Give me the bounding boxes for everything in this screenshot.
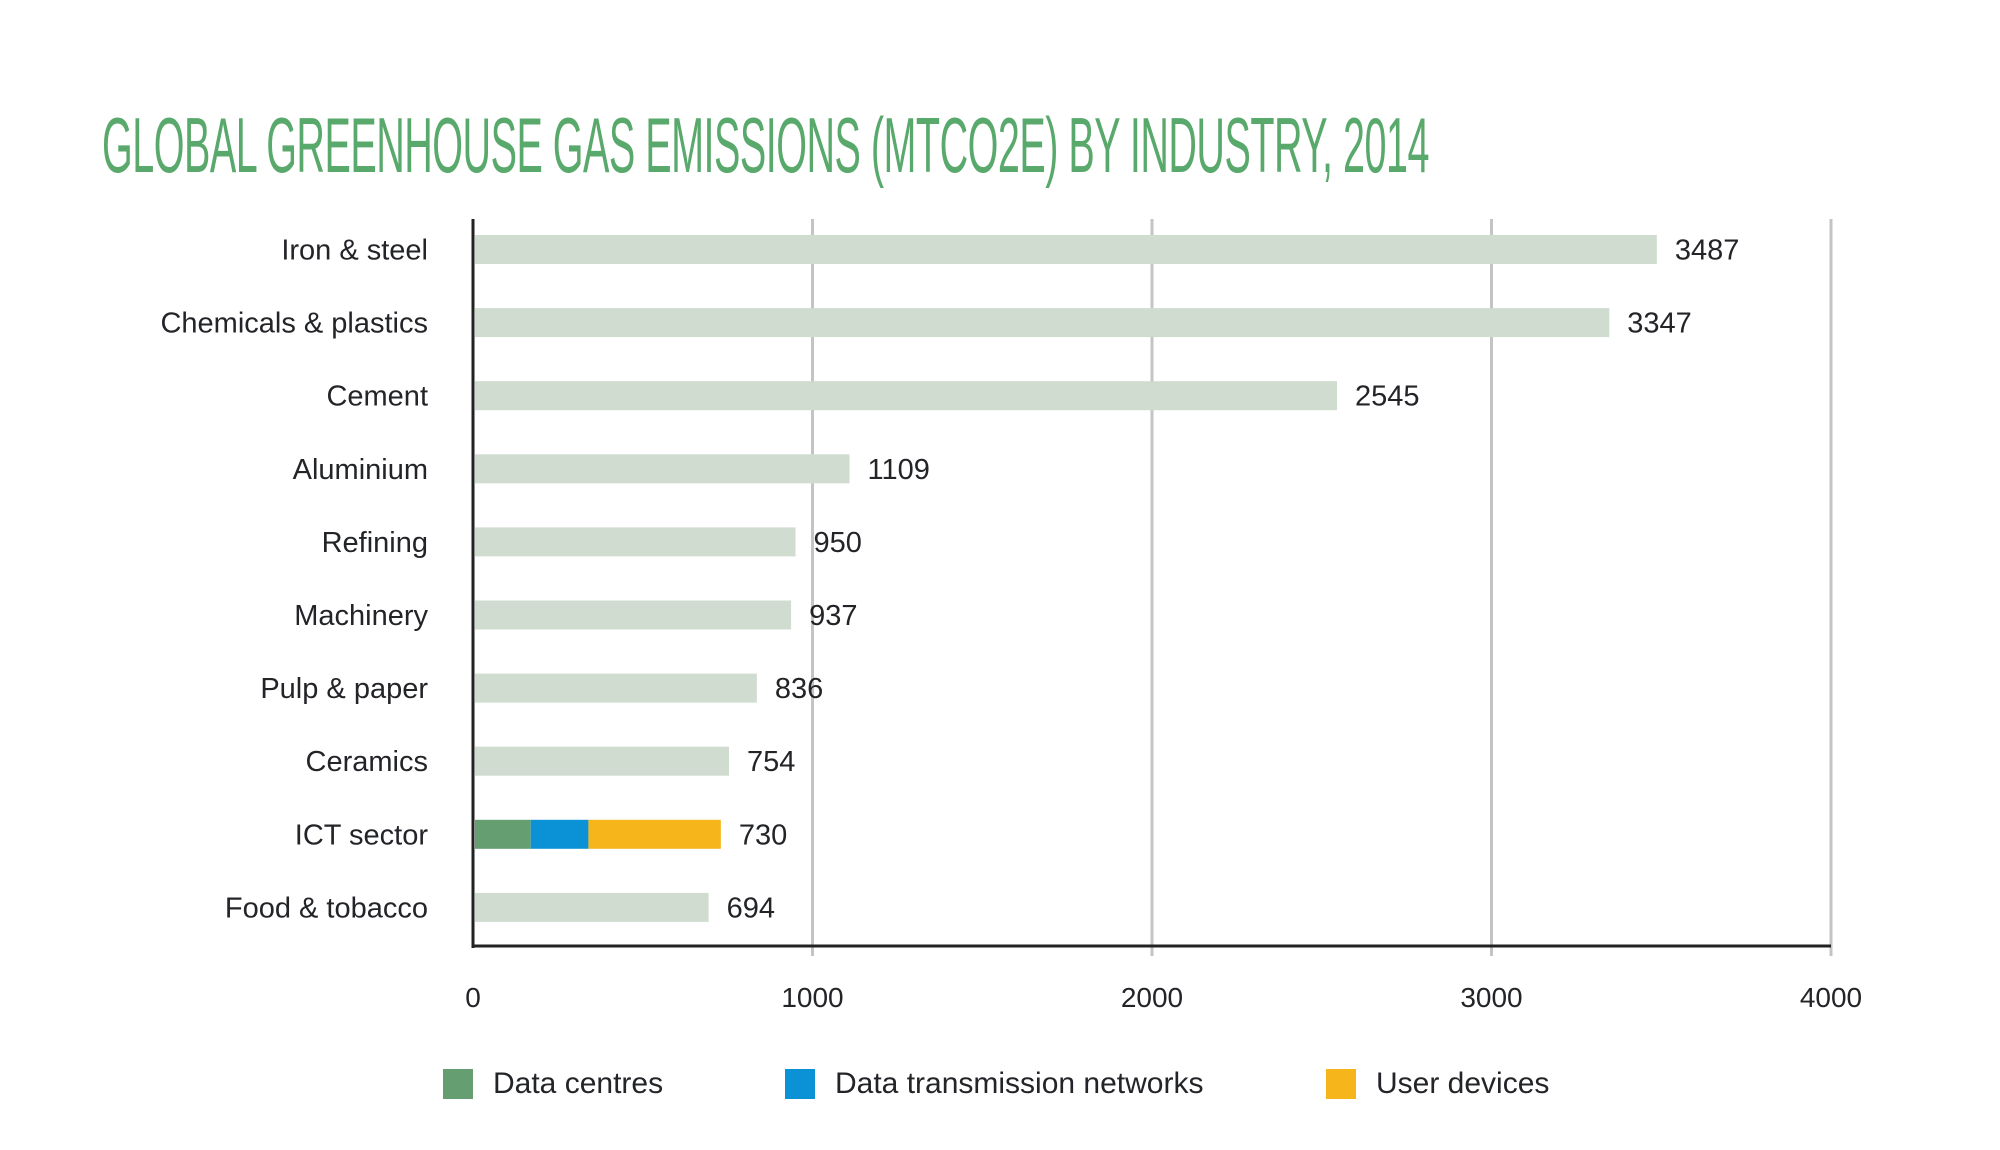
bar-segment-data-centres [475, 819, 531, 849]
gridlines [811, 219, 1833, 956]
bar-food-tobacco [475, 892, 709, 922]
legend-item-data-transmission-networks: Data transmission networks [785, 1067, 1204, 1100]
category-label: Aluminium [293, 454, 428, 486]
value-label: 730 [739, 819, 787, 851]
value-label: 694 [727, 892, 775, 924]
category-label: Cement [326, 381, 428, 413]
category-label: Food & tobacco [225, 892, 428, 924]
x-tick-label: 2000 [1121, 982, 1183, 1013]
value-label: 2545 [1355, 381, 1420, 413]
x-tick-labels: 0 1000 2000 3000 4000 [465, 982, 1862, 1013]
legend-swatch-user-devices [1326, 1069, 1356, 1099]
x-tick-label: 3000 [1460, 982, 1522, 1013]
bars [475, 235, 1657, 922]
bar-iron-steel [475, 235, 1657, 264]
chart-title: GLOBAL GREENHOUSE GAS EMISSIONS (MTCO2E)… [102, 101, 1429, 189]
legend-label-data-transmission-networks: Data transmission networks [835, 1067, 1204, 1100]
legend-label-user-devices: User devices [1376, 1067, 1550, 1100]
category-label: Pulp & paper [260, 673, 428, 705]
category-label: Iron & steel [281, 235, 428, 267]
legend-item-data-centres: Data centres [443, 1067, 664, 1100]
category-label: ICT sector [295, 819, 429, 851]
bar-aluminium [475, 454, 850, 484]
x-tick-label: 4000 [1800, 982, 1862, 1013]
bar-chemicals-plastics [475, 308, 1610, 338]
bar-segment-user-devices [588, 819, 721, 849]
x-tick-label: 0 [465, 982, 481, 1013]
x-tick-label: 1000 [781, 982, 843, 1013]
value-label: 1109 [868, 454, 930, 486]
value-label: 836 [775, 673, 823, 705]
category-label: Machinery [294, 600, 428, 632]
category-label: Refining [322, 527, 428, 559]
legend-label-data-centres: Data centres [493, 1067, 664, 1100]
value-label: 754 [747, 746, 795, 778]
legend-swatch-data-transmission-networks [785, 1069, 815, 1099]
category-labels: Iron & steel Chemicals & plastics Cement Al… [160, 235, 428, 925]
legend-swatch-data-centres [443, 1069, 473, 1099]
category-label: Ceramics [306, 746, 428, 778]
bar-refining [475, 527, 796, 557]
bar-segment-data-transmission-networks [530, 819, 589, 849]
category-label: Chemicals & plastics [160, 308, 428, 340]
value-label: 3487 [1675, 235, 1740, 267]
bar-pulp-paper [475, 673, 757, 703]
bar-cement [475, 381, 1338, 411]
value-labels: 3487 3347 2545 1109 950 937 836 754 730 694 [727, 235, 1740, 925]
value-label: 950 [814, 527, 862, 559]
value-label: 937 [809, 600, 857, 632]
bar-machinery [475, 600, 792, 630]
value-label: 3347 [1627, 308, 1692, 340]
bar-ceramics [475, 746, 729, 776]
legend-item-user-devices: User devices [1326, 1067, 1550, 1100]
